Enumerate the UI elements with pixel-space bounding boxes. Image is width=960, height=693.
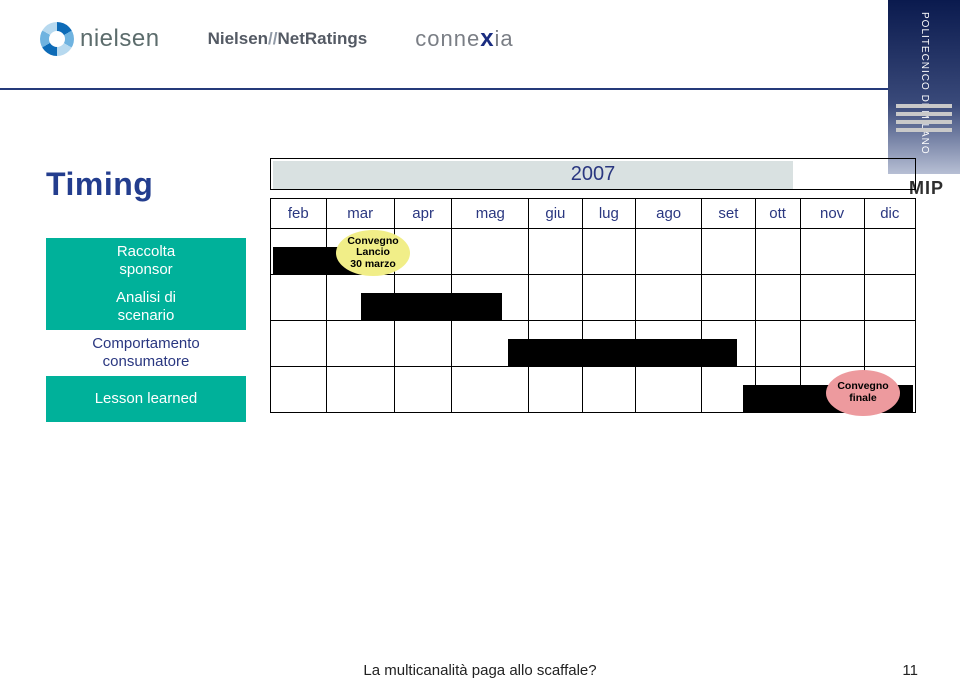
nielsen-logo: nielsen (40, 22, 160, 56)
month-col: feb (271, 199, 327, 229)
year-text: 2007 (571, 163, 616, 186)
gantt-row (271, 275, 916, 321)
callout-text: Convegno (347, 235, 398, 247)
month-col: mag (452, 199, 529, 229)
right-band: POLITECNICO DI MILANO (888, 0, 960, 174)
row-labels: Raccolta sponsor Analisi di scenario Com… (46, 238, 246, 422)
month-col: set (702, 199, 755, 229)
row-label-analisi: Analisi di scenario (46, 284, 246, 330)
row-label-text: scenario (118, 307, 175, 325)
row-label-text: sponsor (119, 261, 172, 279)
header: nielsen Nielsen//NetRatings connexia (0, 0, 960, 90)
row-label-raccolta: Raccolta sponsor (46, 238, 246, 284)
row-label-text: Analisi di (116, 289, 176, 307)
slide-body: Timing Raccolta sponsor Analisi di scena… (46, 166, 916, 203)
month-col: nov (800, 199, 864, 229)
band-text: POLITECNICO DI MILANO (919, 12, 930, 155)
row-label-lesson: Lesson learned (46, 376, 246, 422)
year-fill (273, 161, 793, 189)
row-label-text: consumatore (103, 353, 190, 371)
row-label-text: Lesson learned (95, 390, 198, 408)
row-label-text: Raccolta (117, 243, 175, 261)
connexia-x: x (480, 25, 494, 52)
connexia-pre: conne (415, 26, 480, 51)
nnr-slash: // (268, 29, 277, 48)
month-col: ott (755, 199, 800, 229)
month-col: ago (636, 199, 702, 229)
callout-text: finale (849, 392, 876, 404)
gantt-row (271, 367, 916, 413)
month-col: mar (326, 199, 394, 229)
nielsen-logo-text: nielsen (80, 25, 160, 53)
nnr-prefix: Nielsen (208, 29, 268, 48)
connexia-logo: connexia (415, 25, 513, 53)
netratings-logo: Nielsen//NetRatings (208, 29, 368, 49)
footer-text: La multicanalità paga allo scaffale? (0, 662, 960, 679)
month-col: dic (864, 199, 915, 229)
page-number: 11 (902, 662, 918, 679)
callout-text: Lancio (356, 246, 390, 258)
month-col: lug (582, 199, 635, 229)
callout-final: Convegno finale (826, 370, 900, 416)
callout-text: Convegno (837, 380, 888, 392)
row-label-text: Comportamento (92, 335, 200, 353)
nielsen-swirl-icon (40, 22, 74, 56)
gantt-row (271, 321, 916, 367)
callout-text: 30 marzo (350, 258, 396, 270)
month-col: giu (529, 199, 582, 229)
row-label-comportamento: Comportamento consumatore (46, 330, 246, 376)
band-blocks (896, 104, 952, 132)
nnr-suffix: NetRatings (278, 29, 368, 48)
month-col: apr (394, 199, 452, 229)
year-header: 2007 (270, 158, 916, 190)
logo-row: nielsen Nielsen//NetRatings connexia (40, 22, 514, 56)
callout-launch: Convegno Lancio 30 marzo (336, 230, 410, 276)
connexia-post: ia (495, 26, 514, 51)
gantt-header-row: feb mar apr mag giu lug ago set ott nov … (271, 199, 916, 229)
